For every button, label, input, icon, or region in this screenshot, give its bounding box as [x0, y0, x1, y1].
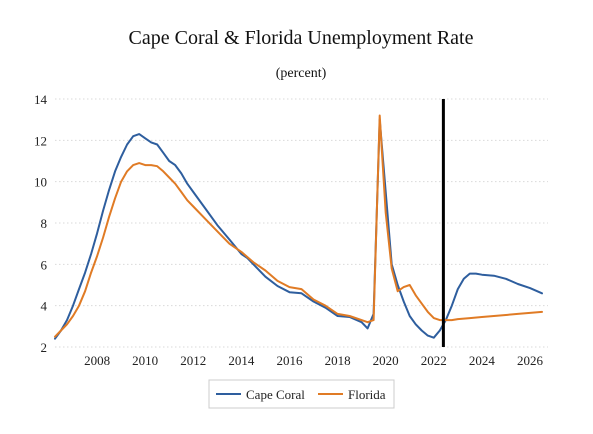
- x-tick-label: 2022: [421, 353, 447, 368]
- y-tick-label: 12: [34, 133, 47, 148]
- legend-label-florida: Florida: [348, 387, 386, 402]
- x-tick-label: 2018: [325, 353, 351, 368]
- gridlines: [55, 98, 548, 348]
- x-tick-label: 2008: [84, 353, 110, 368]
- legend: Cape Coral Florida: [208, 379, 395, 409]
- y-tick-label: 8: [41, 216, 48, 231]
- y-tick-label: 2: [41, 340, 48, 355]
- y-tick-label: 6: [41, 257, 48, 272]
- x-tick-label: 2024: [469, 353, 496, 368]
- x-tick-label: 2010: [132, 353, 158, 368]
- y-tick-label: 14: [34, 92, 48, 107]
- x-tick-label: 2014: [228, 353, 255, 368]
- series-line-cape-coral: [54, 118, 543, 340]
- y-axis-ticks: 2 4 6 8 10 12 14: [34, 92, 48, 355]
- legend-label-cape-coral: Cape Coral: [246, 387, 305, 402]
- x-axis-ticks: 2008 2010 2012 2014 2016 2018 2020 2022 2024 2026: [84, 353, 543, 368]
- series-lines: [54, 114, 543, 340]
- series-line-florida: [54, 114, 543, 338]
- x-tick-label: 2016: [276, 353, 303, 368]
- x-tick-label: 2020: [373, 353, 399, 368]
- chart-subtitle: (percent): [276, 66, 327, 81]
- chart-title: Cape Coral & Florida Unemployment Rate: [129, 27, 474, 49]
- y-tick-label: 4: [41, 299, 48, 314]
- x-tick-label: 2026: [517, 353, 544, 368]
- y-tick-label: 10: [34, 175, 47, 190]
- x-tick-label: 2012: [180, 353, 206, 368]
